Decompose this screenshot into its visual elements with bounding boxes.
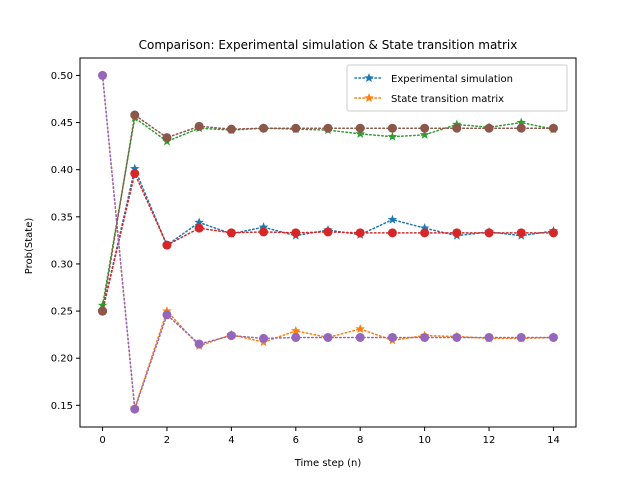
y-tick-label: 0.15: [51, 401, 73, 412]
y-tick-label: 0.40: [51, 165, 73, 176]
data-point: [226, 228, 236, 238]
data-point: [419, 129, 430, 139]
data-point: [258, 222, 269, 232]
data-point: [420, 123, 430, 133]
data-point: [259, 227, 269, 237]
data-point: [130, 110, 140, 120]
plot-area: [97, 70, 559, 414]
y-tick-label: 0.25: [51, 307, 73, 318]
x-tick-label: 14: [547, 435, 560, 446]
data-point: [516, 123, 526, 133]
data-point: [452, 123, 462, 133]
data-point: [484, 332, 494, 342]
data-point: [387, 332, 397, 342]
data-point: [484, 228, 494, 238]
y-tick-label: 0.35: [51, 212, 73, 223]
x-tick-label: 2: [164, 435, 170, 446]
x-tick-label: 0: [99, 435, 105, 446]
axes: 0 2 4 6 8 10 12 14 0.15 0.20 0.25 0.30 0.35 0.40 0.45 0…: [51, 57, 577, 446]
data-point: [226, 124, 236, 134]
data-point: [194, 121, 204, 131]
legend-label: State transition matrix: [391, 94, 504, 105]
data-point: [516, 332, 526, 342]
data-point: [98, 70, 108, 80]
data-point: [387, 131, 398, 141]
data-point: [484, 123, 494, 133]
data-point: [323, 332, 333, 342]
x-tick-label: 10: [418, 435, 431, 446]
data-point: [194, 223, 204, 233]
data-point: [194, 339, 204, 349]
data-point: [98, 306, 108, 316]
series-matrix-4: [98, 110, 558, 316]
x-axis-label: Time step (n): [294, 458, 362, 469]
data-point: [452, 228, 462, 238]
data-point: [387, 123, 397, 133]
data-point: [130, 404, 140, 414]
data-point: [355, 332, 365, 342]
axes-frame: [79, 57, 577, 428]
data-point: [355, 128, 365, 138]
data-point: [291, 123, 301, 133]
y-tick-label: 0.45: [51, 118, 73, 129]
y-tick-label: 0.30: [51, 259, 73, 270]
data-point: [387, 214, 398, 224]
chart-title: Comparison: Experimental simulation & St…: [139, 38, 518, 52]
data-point: [162, 310, 172, 320]
data-point: [259, 123, 269, 133]
data-point: [291, 325, 301, 335]
y-tick-label: 0.50: [51, 71, 73, 82]
y-tick-label: 0.20: [51, 354, 73, 365]
data-point: [420, 332, 430, 342]
legend-marker: [364, 93, 374, 103]
data-point: [162, 133, 172, 143]
legend: Experimental simulation State transition …: [346, 64, 568, 112]
data-point: [548, 228, 558, 238]
data-point: [516, 228, 526, 238]
data-point: [548, 123, 558, 133]
legend-marker: [364, 73, 374, 83]
data-point: [387, 228, 397, 238]
x-tick-label: 4: [228, 435, 234, 446]
legend-label: Experimental simulation: [391, 74, 513, 85]
series-matrix-3: [98, 70, 558, 414]
data-point: [291, 332, 301, 342]
data-point: [130, 168, 140, 178]
data-point: [548, 332, 558, 342]
y-axis-label: Prob(State): [24, 218, 35, 275]
data-point: [291, 228, 301, 238]
data-point: [452, 332, 462, 342]
legend-box: [346, 64, 568, 112]
data-point: [419, 223, 430, 233]
x-tick-label: 8: [357, 435, 363, 446]
legend-entry: Experimental simulation: [354, 73, 513, 85]
data-point: [259, 333, 269, 343]
data-point: [97, 300, 108, 310]
x-tick-label: 12: [483, 435, 496, 446]
data-point: [420, 228, 430, 238]
data-point: [323, 123, 333, 133]
data-point: [355, 323, 365, 334]
data-point: [355, 228, 365, 238]
data-point: [162, 240, 172, 250]
data-point: [226, 331, 236, 341]
legend-entry: State transition matrix: [354, 93, 504, 105]
data-point: [516, 117, 526, 127]
data-point: [323, 227, 333, 237]
data-point: [130, 163, 140, 173]
x-tick-label: 6: [293, 435, 299, 446]
data-point: [355, 123, 365, 133]
data-point: [194, 217, 204, 227]
